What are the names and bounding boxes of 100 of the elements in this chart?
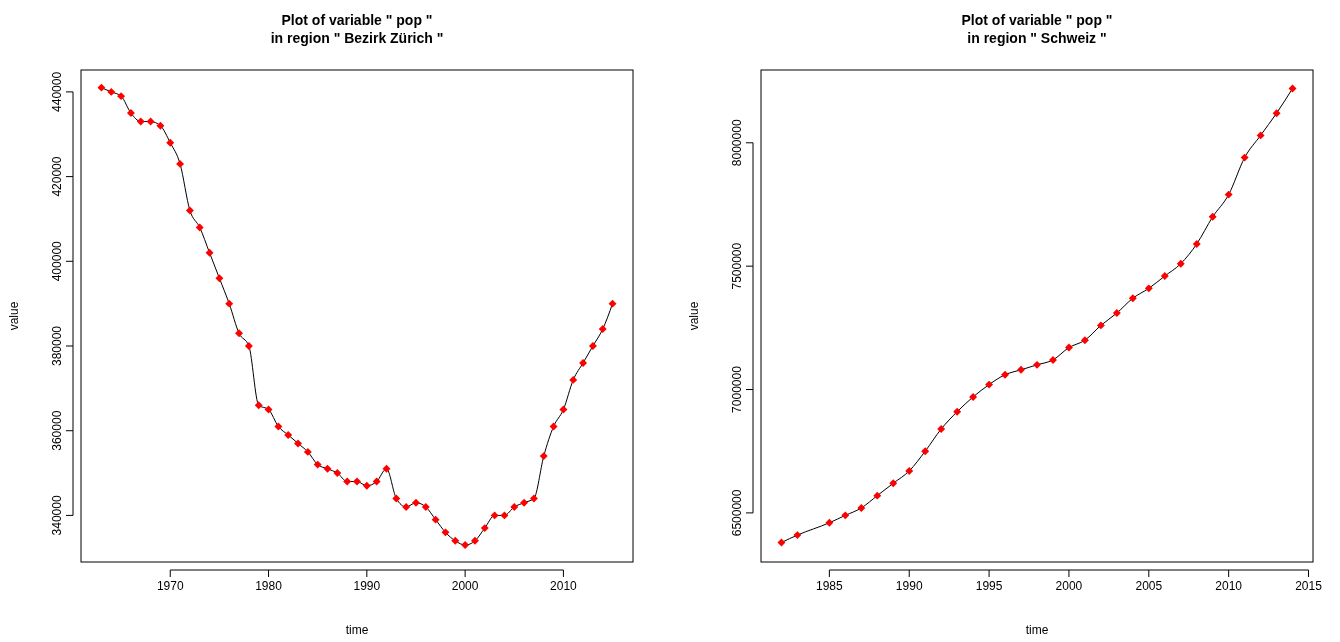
point [549,422,558,431]
point [608,299,617,308]
point [539,452,548,461]
point [343,477,352,486]
point [1064,343,1073,352]
point [284,430,293,439]
point [520,498,529,507]
point [412,498,420,507]
point [559,405,568,414]
point [905,466,914,475]
point [1256,131,1265,140]
x-axis-title: time [1025,623,1049,637]
point [1112,309,1121,317]
point [953,407,962,416]
point [372,477,381,486]
point [294,439,302,448]
point [392,494,401,503]
point [1160,272,1169,280]
point [1017,365,1025,374]
x-tick-label: 1990 [353,579,381,593]
point [470,536,479,545]
y-tick-label: 6500000 [730,489,744,537]
point [461,541,470,550]
y-axis-title: value [7,301,21,331]
point [500,511,509,520]
x-tick-label: 1970 [156,579,184,593]
point [176,159,185,168]
point [579,358,588,367]
point [510,502,519,511]
point [825,518,834,527]
point [937,425,946,433]
point [166,138,175,147]
point [235,329,244,338]
y-tick-label: 380000 [50,325,64,367]
x-tick-label: 2000 [1055,579,1083,593]
point [441,528,450,537]
x-tick-label: 2010 [550,579,578,593]
point [889,479,898,488]
x-tick-label: 2005 [1135,579,1163,593]
point [490,511,499,520]
point [1128,294,1137,303]
point [126,109,135,118]
y-axis-title: value [687,301,701,331]
point [303,447,312,456]
chart-subtitle: in region " Bezirk Zürich " [270,30,444,46]
chart-title: Plot of variable " pop " [281,12,433,28]
point [1001,370,1010,379]
point [1144,284,1153,293]
point [1288,84,1297,93]
point [1272,109,1281,118]
point [353,477,361,486]
x-tick-label: 2015 [1295,579,1323,593]
point [873,491,882,500]
y-tick-label: 400000 [50,240,64,282]
point [1080,336,1089,345]
point [107,87,116,96]
chart-subtitle: in region " Schweiz " [967,30,1107,46]
point [1240,153,1249,162]
point [1096,321,1105,330]
y-tick-label: 7000000 [730,365,744,413]
point [1176,259,1185,268]
point [333,469,342,478]
point [225,299,234,308]
y-tick-label: 8000000 [730,119,744,167]
point [841,511,850,520]
point [480,524,489,533]
point [274,422,283,431]
point [598,325,607,334]
point [205,248,214,257]
point [529,494,538,503]
point [451,536,460,545]
point [857,504,866,512]
x-tick-label: 1980 [255,579,283,593]
point [985,380,994,389]
point [215,274,224,283]
point [793,531,802,540]
x-axis-title: time [345,623,369,637]
x-tick-label: 1990 [895,579,923,593]
point [569,375,578,384]
chart-title: Plot of variable " pop " [961,12,1113,28]
x-tick-label: 2000 [451,579,479,593]
x-tick-label: 1985 [816,579,844,593]
point [1192,239,1201,248]
y-tick-label: 7500000 [730,242,744,290]
point [777,538,786,547]
point [244,342,253,350]
point [921,447,930,456]
point [117,92,126,101]
y-tick-label: 360000 [50,410,64,451]
point [402,502,411,511]
point [431,515,440,524]
point [97,83,106,92]
point [313,460,322,469]
point [1033,360,1041,369]
point [421,502,430,511]
x-tick-label: 1995 [975,579,1003,593]
point [588,342,597,350]
point [362,481,371,490]
y-tick-label: 440000 [50,71,64,112]
point [156,121,165,130]
